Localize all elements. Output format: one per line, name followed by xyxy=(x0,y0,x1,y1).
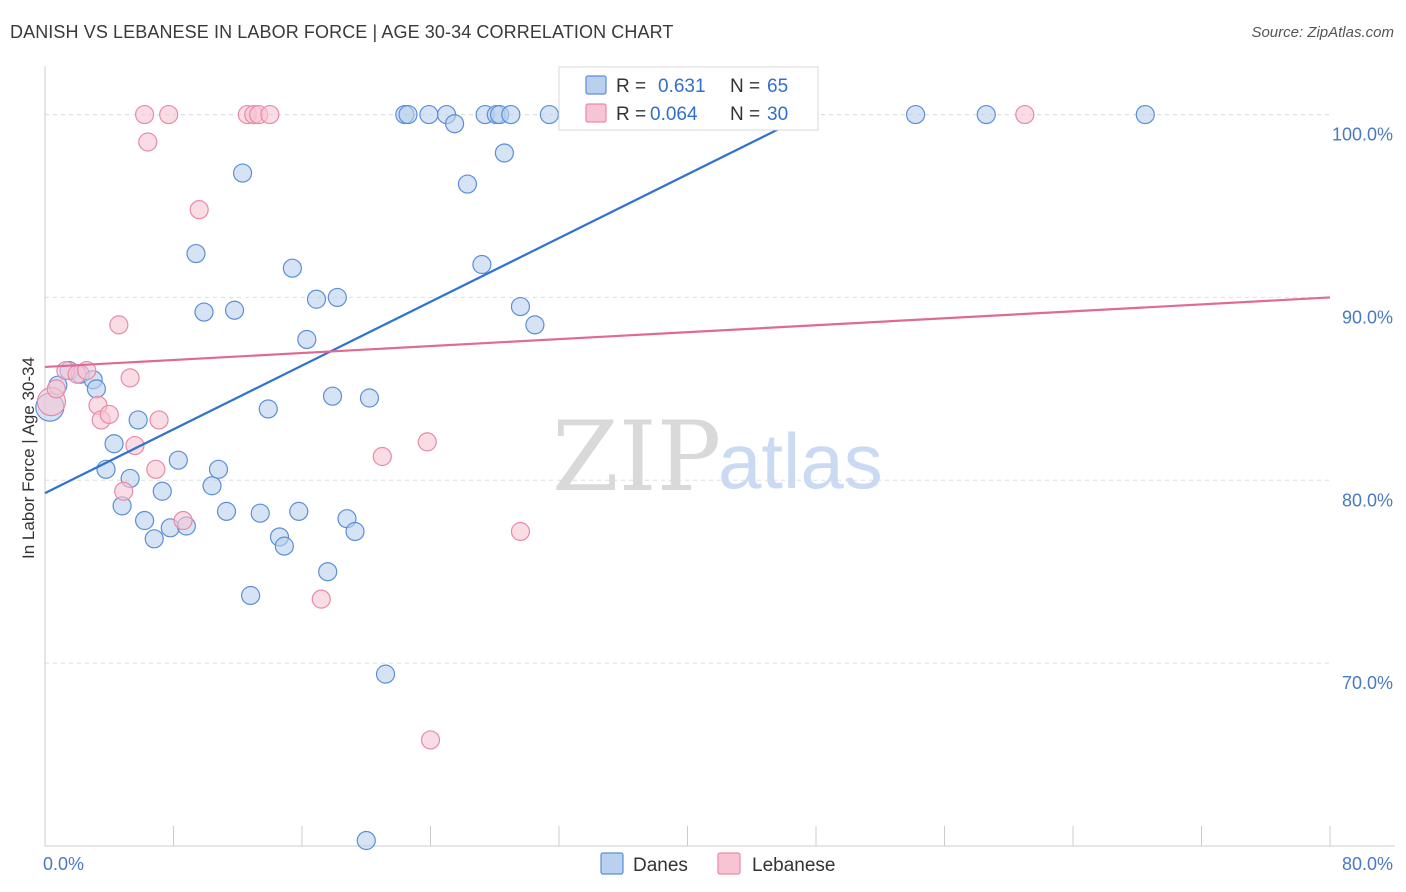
legend-lebanese-swatch xyxy=(717,852,741,875)
danes-point xyxy=(472,254,492,275)
danes-point xyxy=(976,104,996,125)
danes-point xyxy=(168,450,188,470)
danes-point xyxy=(318,562,338,582)
lebanese-trend-line xyxy=(44,296,1331,369)
danes-r-label: R = xyxy=(616,76,646,97)
stats-legend: R = 0.631 N = 65 R = 0.064 N = 30 xyxy=(558,66,819,131)
danes-point xyxy=(345,521,365,542)
lebanese-point xyxy=(372,446,392,467)
danes-point xyxy=(208,459,229,479)
danes-point xyxy=(419,104,439,125)
legend-danes-swatch xyxy=(600,852,624,875)
y-tick-labels: 70.0% 80.0% 90.0% 100.0% xyxy=(1332,125,1393,694)
danes-point xyxy=(457,174,478,194)
y-axis-label: In Labor Force | Age 30-34 xyxy=(19,357,38,559)
chart-source: Source: ZipAtlas.com xyxy=(1251,24,1394,41)
lebanese-point xyxy=(149,410,169,430)
danes-point xyxy=(232,163,253,183)
y-tick-label: 90.0% xyxy=(1342,307,1393,327)
lebanese-point xyxy=(109,315,129,335)
danes-point xyxy=(444,114,465,134)
lebanese-point xyxy=(77,360,97,381)
lebanese-point xyxy=(138,132,158,152)
lebanese-point xyxy=(189,200,209,220)
lebanese-point xyxy=(173,510,193,531)
x-tick-labels: 0.0% 80.0% xyxy=(43,854,1393,874)
lebanese-point xyxy=(99,404,119,425)
danes-point xyxy=(494,143,514,163)
zipatlas-watermark: ZIP atlas xyxy=(552,401,883,513)
danes-point xyxy=(398,104,418,125)
danes-point xyxy=(202,476,222,496)
danes-r-value: 0.631 xyxy=(658,76,706,97)
y-tick-label: 70.0% xyxy=(1342,673,1393,693)
danes-point xyxy=(144,529,164,549)
danes-point xyxy=(375,664,396,684)
legend-lebanese-label: Lebanese xyxy=(752,855,835,876)
danes-point xyxy=(258,399,278,419)
danes-trend-line xyxy=(44,113,809,495)
danes-point xyxy=(510,296,531,317)
lebanese-point xyxy=(420,730,441,750)
danes-point xyxy=(86,379,107,399)
lebanese-point xyxy=(46,379,66,399)
danes-point xyxy=(241,585,261,606)
gridlines xyxy=(45,114,1330,664)
lebanese-swatch xyxy=(585,103,607,123)
series-legend: Danes Lebanese xyxy=(600,852,835,876)
lebanese-r-value: 0.064 xyxy=(650,104,698,125)
danes-point xyxy=(327,287,347,308)
lebanese-point xyxy=(146,459,166,479)
lebanese-point xyxy=(114,481,134,501)
chart-title: DANISH VS LEBANESE IN LABOR FORCE | AGE … xyxy=(10,22,674,42)
danes-point xyxy=(905,104,926,125)
danes-point xyxy=(186,243,206,264)
danes-point xyxy=(289,501,309,521)
y-tick-label: 100.0% xyxy=(1332,125,1393,145)
lebanese-point xyxy=(120,368,140,388)
axes xyxy=(44,66,1395,847)
danes-point xyxy=(194,302,214,322)
danes-point xyxy=(1135,104,1155,125)
danes-point xyxy=(128,410,148,430)
x-tick-label: 0.0% xyxy=(43,854,84,874)
watermark-atlas: atlas xyxy=(718,417,883,505)
danes-n-value: 65 xyxy=(767,76,788,97)
danes-point xyxy=(282,258,302,278)
legend-danes-label: Danes xyxy=(633,855,688,876)
danes-point xyxy=(297,329,317,350)
lebanese-n-value: 30 xyxy=(767,104,788,125)
danes-point xyxy=(525,315,545,335)
lebanese-r-label: R = xyxy=(616,104,646,125)
lebanese-point xyxy=(134,104,155,125)
danes-point xyxy=(274,536,294,556)
watermark-zip: ZIP xyxy=(552,401,721,513)
danes-point xyxy=(152,481,172,501)
danes-point xyxy=(356,830,376,851)
danes-point xyxy=(216,501,237,521)
danes-point xyxy=(322,386,343,406)
lebanese-n-label: N = xyxy=(730,104,760,125)
lebanese-point xyxy=(260,104,280,125)
danes-point xyxy=(359,388,380,408)
lebanese-points xyxy=(36,104,1035,750)
trend-lines xyxy=(44,113,1331,495)
danes-swatch xyxy=(585,75,607,95)
lebanese-point xyxy=(159,104,179,125)
lebanese-point xyxy=(311,589,331,609)
y-tick-label: 80.0% xyxy=(1342,490,1393,510)
danes-point xyxy=(134,510,155,531)
danes-point xyxy=(539,104,559,125)
danes-point xyxy=(501,104,521,125)
danes-point xyxy=(250,503,270,523)
lebanese-point xyxy=(417,432,437,452)
danes-point xyxy=(104,434,124,454)
lebanese-point xyxy=(510,521,531,542)
x-tick-label: 80.0% xyxy=(1342,854,1393,874)
lebanese-point xyxy=(1015,104,1035,125)
danes-n-label: N = xyxy=(730,76,760,97)
danes-point xyxy=(224,300,245,320)
danes-point xyxy=(306,289,327,309)
